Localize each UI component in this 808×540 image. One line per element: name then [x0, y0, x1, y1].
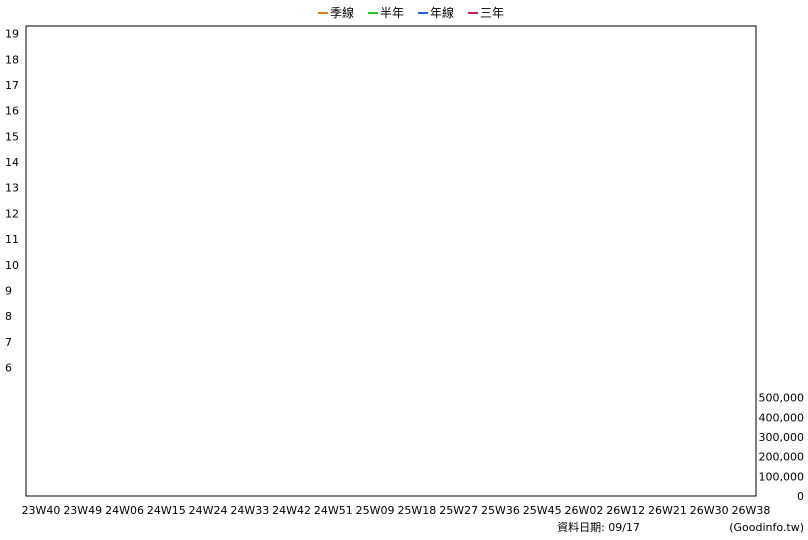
legend: 季線 半年 年線 三年	[318, 5, 504, 20]
axes: 6 7 8 9 10 11 12 13 14 15 16 17 18 19 0 100,000 200,000 3…	[5, 25, 805, 517]
price-tick-label: 10	[5, 259, 19, 272]
price-tick-label: 17	[5, 79, 19, 92]
x-tick-label: 26W30	[690, 504, 729, 517]
x-tick-label: 25W27	[439, 504, 478, 517]
price-tick-label: 18	[5, 53, 19, 66]
x-tick-label: 26W21	[648, 504, 687, 517]
legend-label: 年線	[430, 5, 454, 20]
price-tick-label: 7	[5, 336, 12, 349]
footer-source: (Goodinfo.tw)	[729, 521, 804, 534]
volume-tick-label: 100,000	[759, 470, 805, 483]
x-tick-label: 24W15	[147, 504, 186, 517]
x-tick-label: 24W51	[314, 504, 353, 517]
price-tick-label: 16	[5, 105, 19, 118]
price-tick-label: 15	[5, 130, 19, 143]
price-tick-label: 14	[5, 156, 19, 169]
volume-tick-label: 400,000	[759, 411, 805, 424]
plot-frame	[25, 25, 757, 497]
x-tick-label: 24W33	[230, 504, 269, 517]
price-tick-label: 11	[5, 233, 19, 246]
price-tick-label: 12	[5, 207, 19, 220]
legend-label: 半年	[380, 6, 404, 20]
price-tick-label: 8	[5, 310, 12, 323]
price-tick-label: 19	[5, 28, 19, 41]
x-tick-label: 23W40	[22, 504, 61, 517]
volume-tick-label: 0	[797, 490, 804, 503]
legend-label: 季線	[330, 5, 354, 20]
volume-tick-label: 200,000	[759, 451, 805, 464]
volume-tick-label: 500,000	[759, 392, 805, 405]
x-tick-label: 25W36	[481, 504, 520, 517]
x-tick-label: 25W18	[397, 504, 436, 517]
x-tick-label: 26W02	[565, 504, 604, 517]
x-tick-label: 24W24	[189, 504, 228, 517]
x-tick-label: 24W06	[105, 504, 144, 517]
x-tick-label: 26W12	[606, 504, 645, 517]
price-tick-label: 13	[5, 182, 19, 195]
price-tick-label: 9	[5, 284, 12, 297]
x-tick-label: 23W49	[63, 504, 102, 517]
volume-tick-label: 300,000	[759, 431, 805, 444]
x-tick-label: 25W45	[523, 504, 562, 517]
footer-date-label: 資料日期: 09/17	[557, 520, 640, 534]
x-tick-label: 26W38	[732, 504, 771, 517]
x-tick-label: 25W09	[356, 504, 395, 517]
x-tick-label: 24W42	[272, 504, 311, 517]
price-tick-label: 6	[5, 361, 12, 374]
legend-label: 三年	[480, 6, 504, 20]
